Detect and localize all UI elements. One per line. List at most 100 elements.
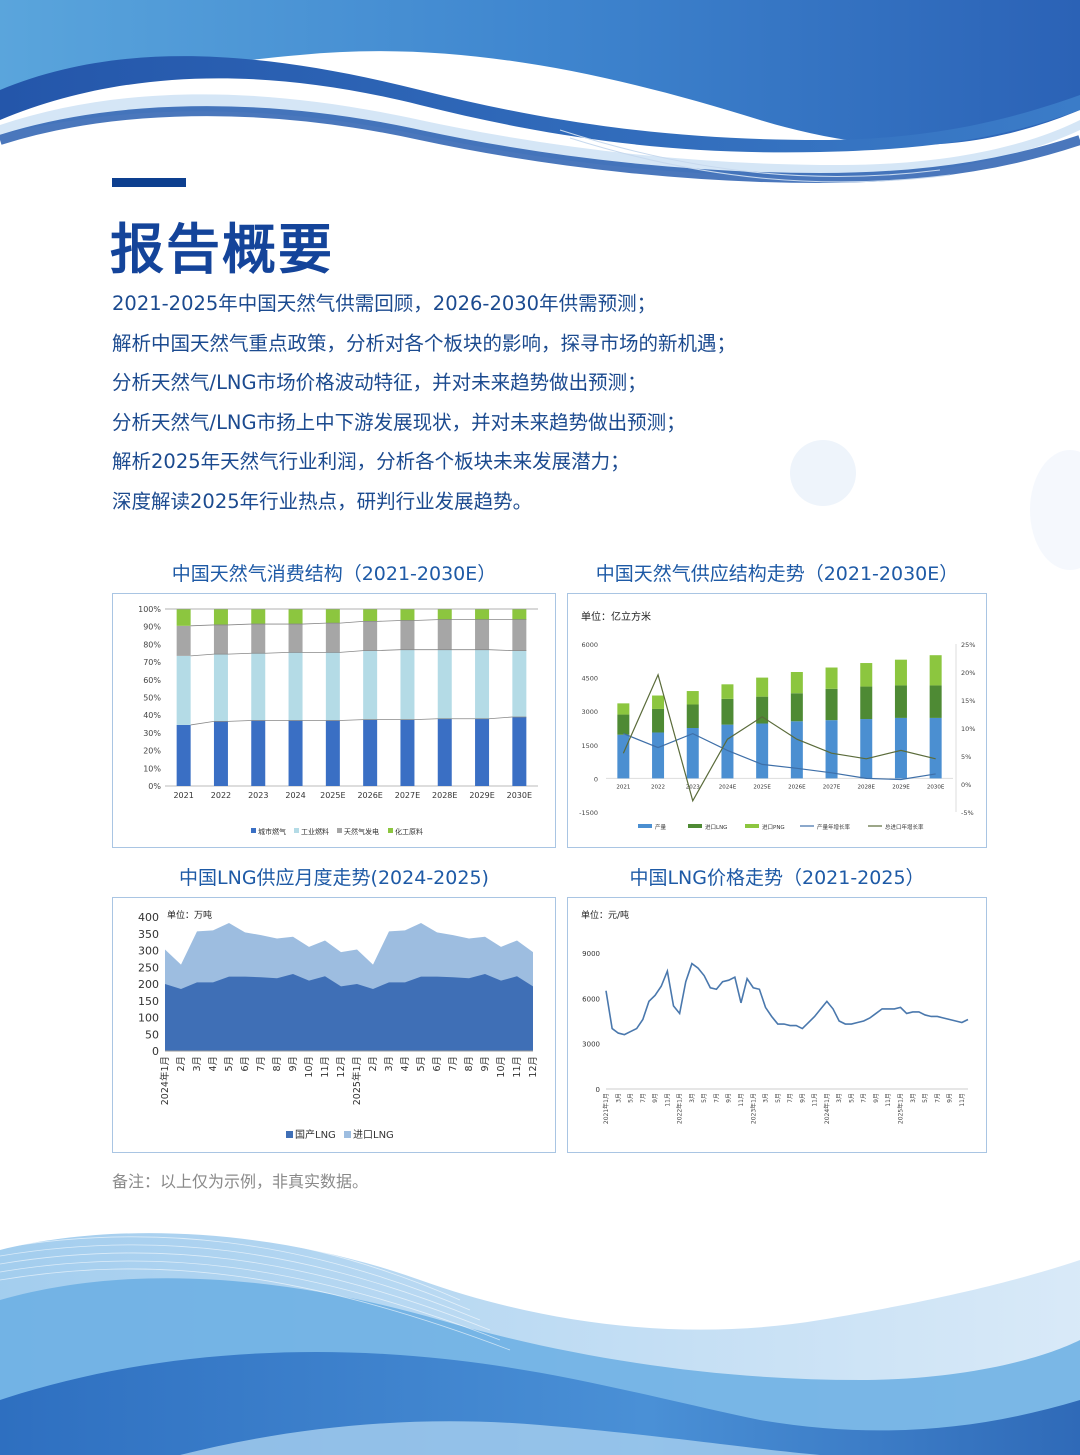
x-tick-label: 2023年1月 [749, 1093, 757, 1124]
bar-segment [176, 625, 191, 656]
bar-segment [475, 609, 490, 620]
x-tick-label: 8月 [272, 1056, 283, 1072]
x-tick-label: 4月 [208, 1056, 219, 1072]
legend-label: 进口PNG [762, 823, 785, 831]
y-tick-label: 20% [143, 747, 161, 756]
x-tick-label: 7月 [256, 1056, 267, 1072]
bar-segment [288, 720, 303, 786]
bar-segment [288, 652, 303, 721]
x-tick-label: 2021年1月 [602, 1093, 610, 1124]
summary-item: 解析2025年天然气行业利润，分析各个板块未来发展潜力； [112, 450, 630, 473]
bar-segment [363, 621, 378, 651]
lng-price-chart: 单位：元/吨 9000 6000 3000 0 2021年1月 3月 5月 7月 9月 11月 202… [567, 897, 987, 1153]
y-right-tick-label: 5% [961, 753, 971, 761]
x-tick-label: 2024E [719, 784, 737, 790]
x-tick-label: 8月 [464, 1056, 475, 1072]
bar-segment [437, 609, 452, 620]
y-tick-label: 70% [143, 658, 161, 667]
x-tick-label: 3月 [192, 1056, 203, 1072]
y-right-tick-label: -5% [961, 809, 974, 817]
bar-segment [756, 677, 769, 697]
bar-segment [325, 609, 340, 624]
y-tick-label: 3000 [582, 1041, 600, 1049]
x-tick-label: 2027E [395, 791, 420, 800]
bar-segment [288, 624, 303, 653]
bar-segment [860, 663, 873, 687]
x-tick-label: 2030E [507, 791, 532, 800]
bottom-wave-decoration [0, 1228, 1080, 1455]
bar-segment [790, 721, 803, 779]
x-tick-label: 2022年1月 [676, 1093, 684, 1124]
x-tick-label: 11月 [812, 1093, 819, 1107]
page-title: 报告概要 [110, 218, 334, 281]
x-tick-label: 7月 [861, 1093, 868, 1103]
x-tick-label: 2024年1月 [159, 1056, 171, 1105]
x-tick-label: 5月 [628, 1093, 635, 1103]
y-tick-label: 30% [143, 729, 161, 738]
x-tick-label: 3月 [763, 1093, 770, 1103]
bar-segment [400, 719, 415, 786]
x-tick-label: 7月 [787, 1093, 794, 1103]
supply-chart: 单位：亿立方米 6000 4500 3000 1500 0 -1500 25% 20% 15% 10… [567, 593, 987, 848]
y-left-tick-label: 0 [594, 775, 598, 783]
bar-segment [686, 691, 699, 705]
x-tick-label: 9月 [726, 1093, 733, 1103]
bar-segment [363, 609, 378, 622]
x-tick-label: 5月 [224, 1056, 235, 1072]
x-tick-label: 11月 [320, 1056, 331, 1078]
growth-line [622, 673, 936, 803]
bar-segment [652, 695, 665, 709]
consumption-chart: 100% 90% 80% 70% 60% 50% 40% 30% 20% 10% 0% 2021 202… [112, 593, 556, 848]
legend-label: 天然气发电 [344, 827, 379, 836]
bar-segment [617, 734, 630, 779]
price-line [605, 962, 969, 1036]
x-tick-label: 7月 [448, 1056, 459, 1072]
y-right-tick-label: 10% [961, 725, 975, 733]
x-tick-label: 2023 [686, 784, 700, 790]
x-tick-label: 10月 [496, 1056, 507, 1078]
bar-segment [721, 698, 734, 725]
lng-monthly-chart: 单位：万吨 400 350 300 250 200 150 100 50 0 2024年1月 2月 3月… [112, 897, 556, 1153]
bar-segment [929, 655, 942, 686]
x-tick-label: 3月 [615, 1093, 622, 1103]
legend-label: 产量年增长率 [817, 823, 851, 831]
x-tick-label: 2028E [432, 791, 457, 800]
x-tick-label: 2025E [320, 791, 345, 800]
x-tick-label: 11月 [664, 1093, 671, 1107]
bar-segment [512, 650, 527, 717]
x-tick-label: 5月 [848, 1093, 855, 1103]
x-tick-label: 7月 [934, 1093, 941, 1103]
y-right-tick-label: 20% [961, 669, 975, 677]
y-left-tick-label: 4500 [581, 675, 598, 683]
bar-segment [213, 654, 228, 722]
summary-item: 2021-2025年中国天然气供需回顾，2026-2030年供需预测； [112, 292, 657, 315]
x-tick-label: 2028E [858, 784, 876, 790]
lng-monthly-chart-title: 中国LNG供应月度走势(2024-2025) [179, 867, 489, 889]
x-tick-label: 10月 [304, 1056, 315, 1078]
summary-item: 深度解读2025年行业热点，研判行业发展趋势。 [112, 489, 533, 513]
x-tick-label: 3月 [836, 1093, 843, 1103]
x-tick-label: 2025E [753, 784, 771, 790]
y-right-tick-label: 0% [961, 781, 971, 789]
bar-segment [721, 724, 734, 779]
disclaimer-note: 备注：以上仅为示例，非真实数据。 [112, 1172, 369, 1191]
bar-segment [860, 719, 873, 779]
y-tick-label: 80% [143, 640, 161, 649]
summary-item: 分析天然气/LNG市扬上中下游发展现状，并对未来趋势做出预测； [112, 410, 686, 434]
supply-combo-chart: 单位：亿立方米 6000 4500 3000 1500 0 -1500 25% 20% 15% 10… [579, 610, 975, 831]
x-tick-label: 2026E [788, 784, 806, 790]
legend-swatch [286, 1131, 293, 1138]
legend-label: 进口LNG [705, 823, 727, 831]
bar-segment [686, 728, 699, 779]
bar-segment [790, 693, 803, 722]
bar-segment [325, 623, 340, 653]
legend-label: 进口LNG [353, 1129, 394, 1141]
consumption-chart-title: 中国天然气消费结构（2021-2030E） [171, 563, 497, 585]
x-tick-label: 4月 [400, 1056, 411, 1072]
bar-segment [475, 649, 490, 719]
bar-segment [652, 732, 665, 779]
bar-segment [825, 720, 838, 779]
x-tick-label: 9月 [947, 1093, 954, 1103]
x-tick-label: 2022 [651, 784, 665, 790]
x-tick-label: 2027E [823, 784, 841, 790]
